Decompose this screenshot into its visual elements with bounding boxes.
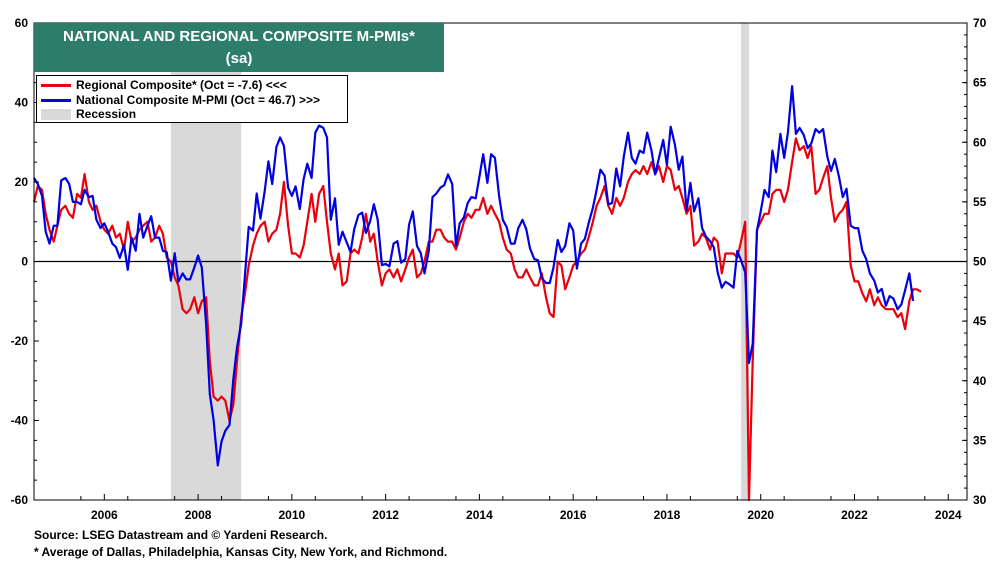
chart-title-line2: (sa) (225, 50, 253, 67)
x-tick-label-2: 2010 (279, 508, 306, 522)
y-right-tick-label-2: 40 (973, 374, 987, 388)
x-tick-label-9: 2024 (935, 508, 962, 522)
source-note: Source: LSEG Datastream and © Yardeni Re… (34, 528, 328, 542)
x-tick-label-1: 2008 (185, 508, 212, 522)
footnote: * Average of Dallas, Philadelphia, Kansa… (34, 545, 448, 559)
y-right-tick-label-4: 50 (973, 255, 987, 269)
legend-swatch-recession (41, 109, 71, 121)
legend-label-national: National Composite M-PMI (Oct = 46.7) >>… (76, 93, 321, 107)
y-left-tick-label-6: 60 (15, 16, 29, 30)
y-left-tick-label-2: -20 (11, 334, 29, 348)
y-left-tick-label-4: 20 (15, 175, 29, 189)
y-left-tick-label-1: -40 (11, 414, 29, 428)
y-left-tick-label-3: 0 (21, 255, 28, 269)
x-tick-label-3: 2012 (372, 508, 399, 522)
legend-item-regional: Regional Composite* (Oct = -7.6) <<< (41, 78, 287, 92)
x-tick-label-5: 2016 (560, 508, 587, 522)
legend-label-recession: Recession (76, 107, 137, 121)
y-right-tick-label-8: 70 (973, 16, 987, 30)
legend-label-regional: Regional Composite* (Oct = -7.6) <<< (76, 78, 287, 92)
x-tick-label-8: 2022 (841, 508, 868, 522)
series-line-national (33, 85, 915, 467)
legend-swatch-regional (41, 84, 71, 88)
y-left-tick-label-0: -60 (11, 493, 29, 507)
y-right-tick-label-3: 45 (973, 314, 987, 328)
legend-item-recession: Recession (41, 107, 136, 121)
x-tick-label-0: 2006 (91, 508, 118, 522)
legend: Regional Composite* (Oct = -7.6) <<< Nat… (36, 75, 348, 123)
chart-title-line1: NATIONAL AND REGIONAL COMPOSITE M-PMIs* (63, 28, 415, 45)
chart-title: NATIONAL AND REGIONAL COMPOSITE M-PMIs* … (34, 23, 444, 72)
y-right-tick-label-5: 55 (973, 195, 987, 209)
x-tick-label-7: 2020 (747, 508, 774, 522)
x-tick-label-6: 2018 (654, 508, 681, 522)
y-right-tick-label-0: 30 (973, 493, 987, 507)
x-tick-label-4: 2014 (466, 508, 493, 522)
legend-swatch-national (41, 99, 71, 103)
legend-item-national: National Composite M-PMI (Oct = 46.7) >>… (41, 93, 320, 107)
y-right-tick-label-7: 65 (973, 76, 987, 90)
y-left-tick-label-5: 40 (15, 96, 29, 110)
y-right-tick-label-6: 60 (973, 135, 987, 149)
y-right-tick-label-1: 35 (973, 433, 987, 447)
series-line-regional (32, 137, 922, 502)
